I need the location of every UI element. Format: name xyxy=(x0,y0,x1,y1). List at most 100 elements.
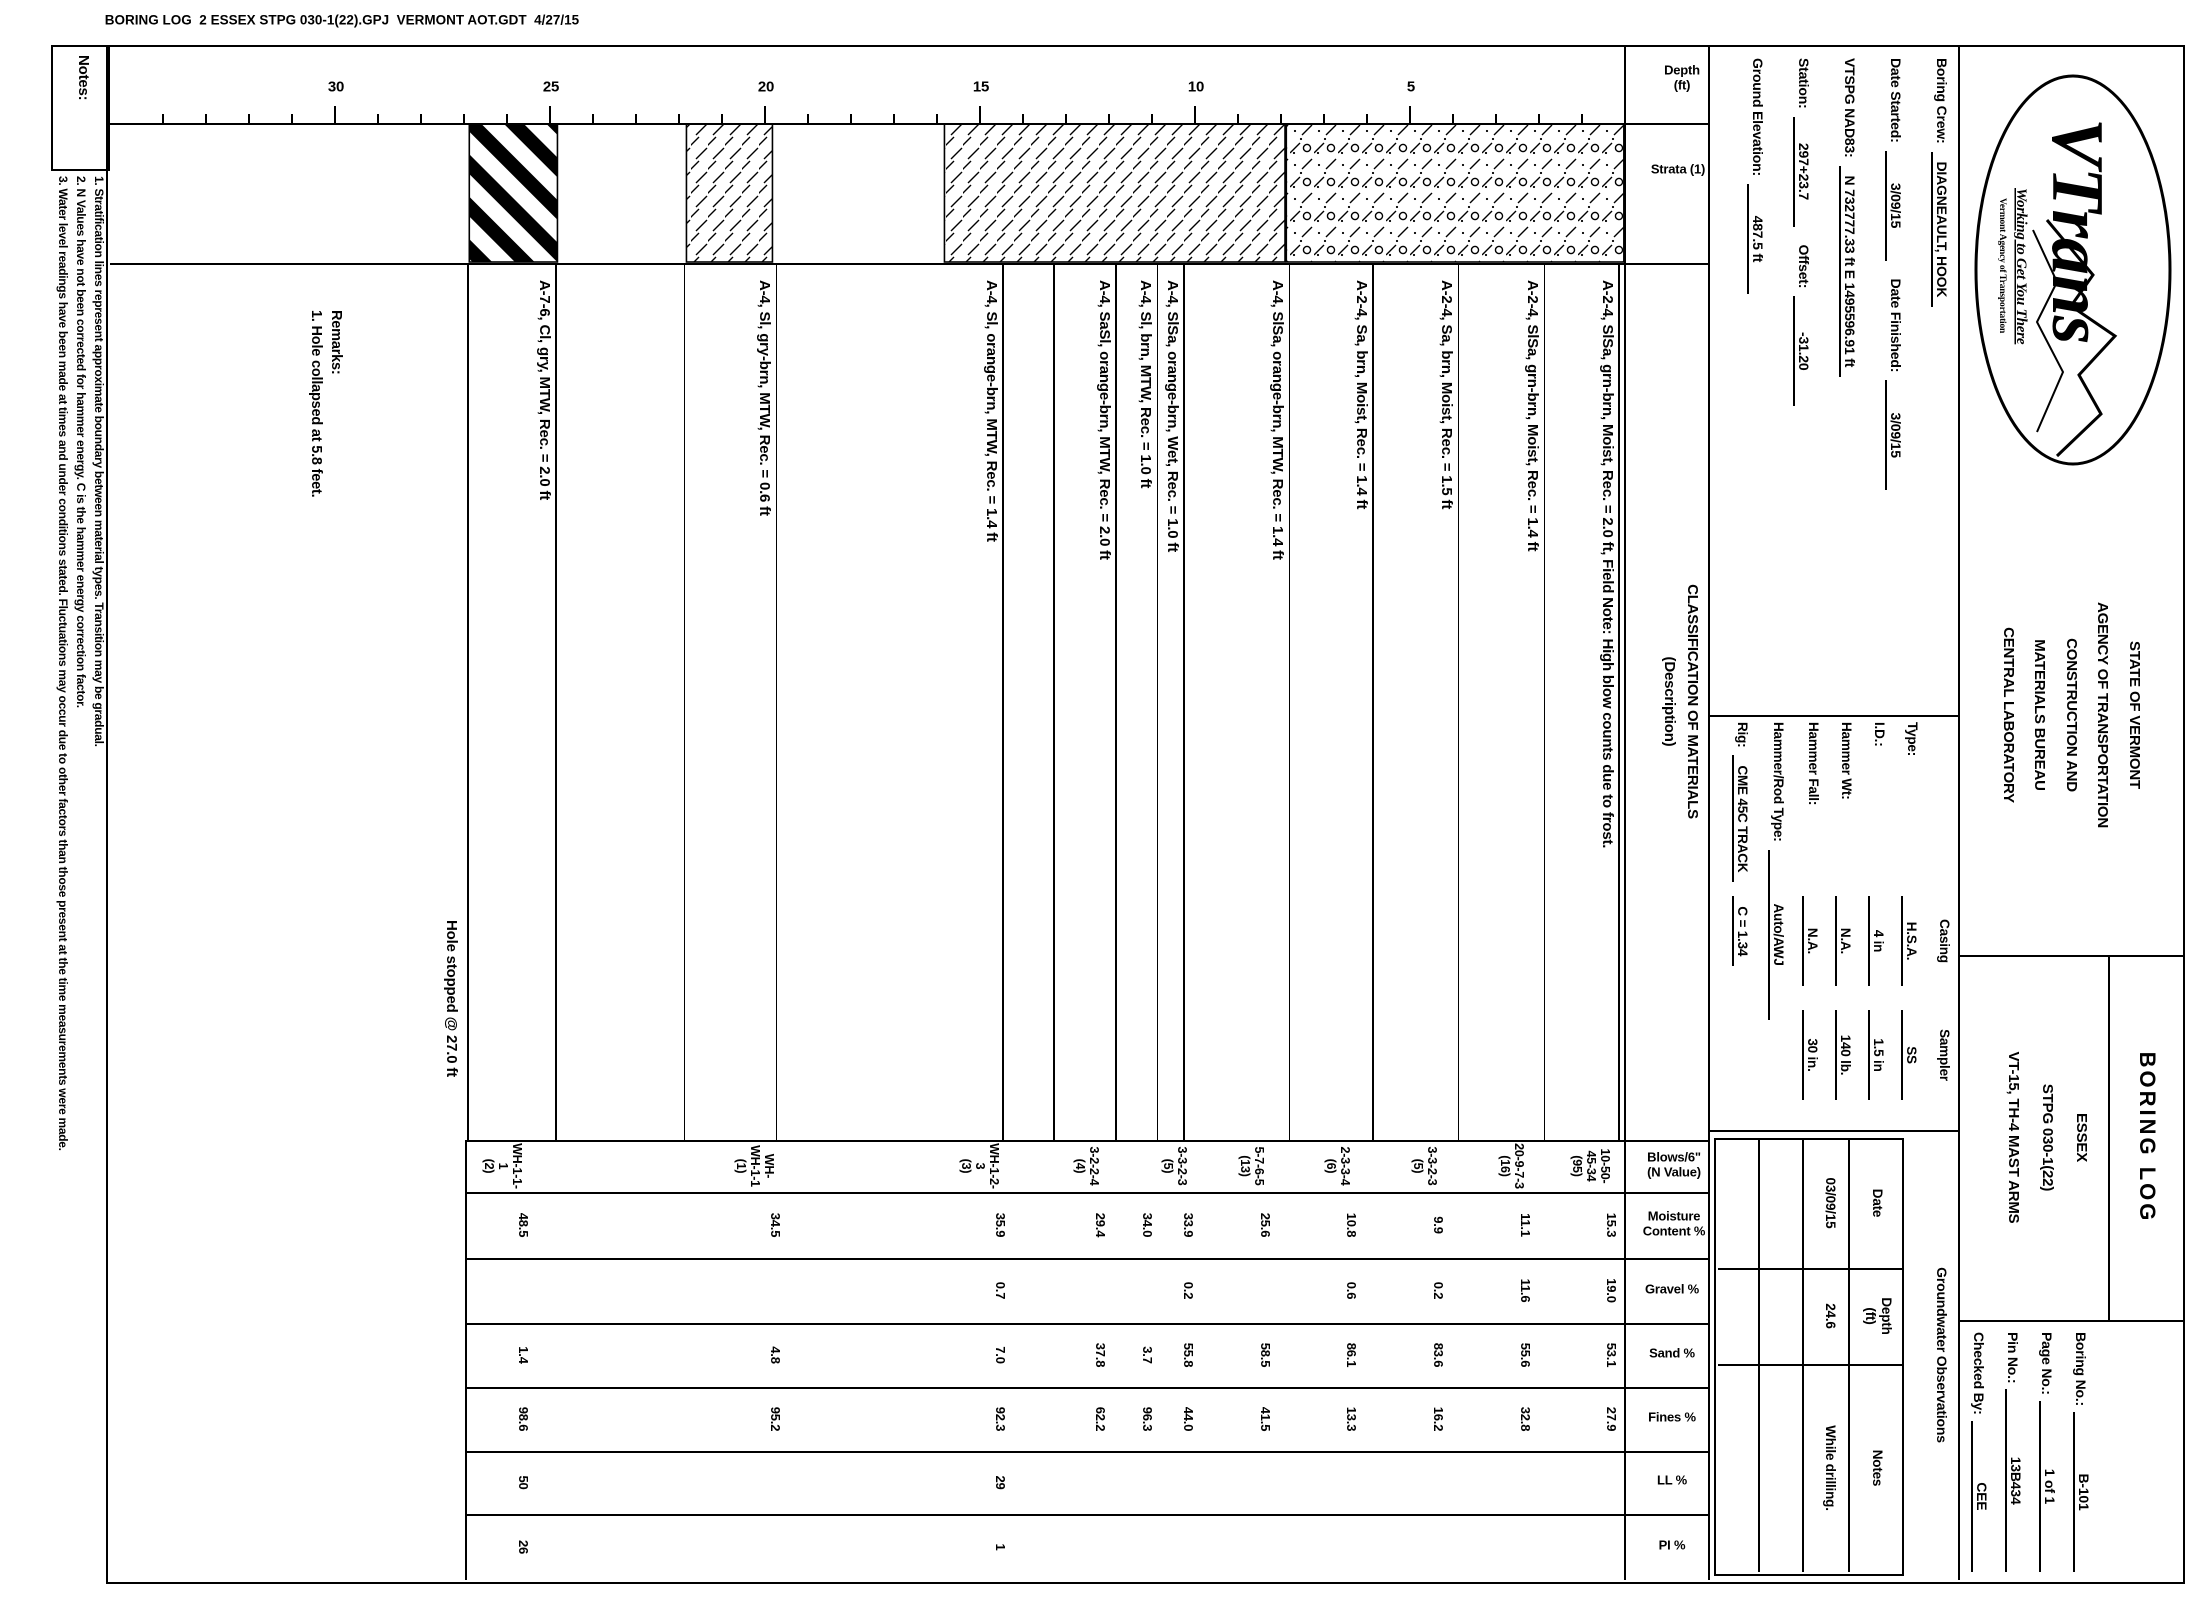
note-item: 1. Stratification lines represent approx… xyxy=(92,176,106,747)
sampler-value: 140 lb. xyxy=(1835,1002,1854,1108)
info-value: 297+23.7 xyxy=(1793,116,1812,227)
depth-minor-tick xyxy=(850,114,852,123)
sand-value: 55.6 xyxy=(1517,1342,1533,1368)
agency-line: MATERIALS BUREAU xyxy=(2031,639,2049,791)
depth-tick-label: 5 xyxy=(1406,78,1416,96)
logo-brand: VTrans xyxy=(2036,118,2118,344)
moisture-value: 15.3 xyxy=(1603,1212,1619,1238)
file-caption: BORING LOG 2 ESSEX STPG 030-1(22).GPJ VE… xyxy=(104,12,580,28)
sand-value: 58.5 xyxy=(1258,1342,1274,1368)
casing-row-label: Hammer Wt: xyxy=(1839,722,1854,800)
id-field-row: Checked By: CEE xyxy=(1971,1332,1990,1572)
casing-value: N.A. xyxy=(1835,890,1854,992)
info-line: Date Started: 3/09/15 Date Finished: 3/09/1… xyxy=(1885,58,1904,508)
pi-value: 26 xyxy=(515,1539,531,1555)
logo-subtext: Vermont Agency of Transportation xyxy=(1997,198,2007,334)
hammer-rod-row: Hammer/Rod Type: Auto/AWJ xyxy=(1768,722,1786,1020)
moisture-value: 11.1 xyxy=(1517,1213,1533,1237)
sand-value: 7.0 xyxy=(993,1346,1009,1364)
col-header-strata: Strata (1) xyxy=(1650,161,1706,177)
depth-minor-tick xyxy=(807,114,809,123)
casing-value-text: 4 in xyxy=(1868,896,1886,986)
id-field-value: CEE xyxy=(1971,1420,1990,1572)
sampler-value-text: 1.5 in xyxy=(1868,1010,1886,1100)
pi-value: 1 xyxy=(993,1543,1009,1551)
gravel-value: 0.6 xyxy=(1344,1281,1360,1300)
blows-value: 2-3-3-4 (6) xyxy=(1324,1146,1353,1186)
remarks-label: Remarks: xyxy=(328,310,344,375)
depth-minor-tick xyxy=(420,114,422,123)
divider xyxy=(1758,1138,1760,1572)
id-field-label: Checked By: xyxy=(1971,1332,1987,1415)
fines-value: 62.2 xyxy=(1092,1406,1108,1432)
description-row-line xyxy=(683,263,686,1140)
depth-minor-tick xyxy=(1538,114,1540,123)
groundwater-col-header: Depth (ft) xyxy=(1863,1297,1894,1335)
project-line: VT-15, TH-4 MAST ARMS xyxy=(2005,1051,2023,1224)
sand-value: 3.7 xyxy=(1139,1346,1155,1364)
casing-value-text: H.S.A. xyxy=(1901,896,1919,986)
note-item: 2. N Values have not been corrected for … xyxy=(74,176,88,708)
notes-label: Notes: xyxy=(75,55,92,101)
id-field-value: 13B434 xyxy=(2005,1389,2024,1572)
info-line: Ground Elevation: 487.5 ft xyxy=(1747,58,1766,312)
description-text: A-4, SlSa, orange-brn, MTW, Rec. = 1.4 f… xyxy=(1269,280,1287,560)
description-text: A-4, SaSl, orange-brn, MTW, Rec. = 2.0 f… xyxy=(1095,280,1113,560)
logo-tagline: Working to Get You There xyxy=(2013,188,2029,345)
blows-value: 5-7-6-5 (13) xyxy=(1238,1146,1267,1186)
info-label: Boring Crew: xyxy=(1934,58,1950,144)
description-row-line xyxy=(1002,263,1004,1140)
col-header-ll: LL % xyxy=(1656,1472,1688,1488)
depth-major-tick xyxy=(334,106,336,123)
description-row-line xyxy=(467,263,469,1140)
moisture-value: 29.4 xyxy=(1092,1212,1108,1238)
blows-value: 20-9-7-3 (16) xyxy=(1497,1143,1526,1189)
info-line: Boring Crew: DIAGNEAULT, HOOK xyxy=(1931,58,1950,325)
depth-minor-tick xyxy=(162,114,164,123)
hammer-rod-label: Hammer/Rod Type: xyxy=(1771,722,1786,842)
agency-line: STATE OF VERMONT xyxy=(2126,641,2143,789)
sampler-value-text: 140 lb. xyxy=(1835,1010,1853,1100)
blows-value: 3-3-2-3 (5) xyxy=(1161,1146,1190,1186)
info-value: -31.20 xyxy=(1793,296,1812,407)
agency-block: STATE OF VERMONT AGENCY OF TRANSPORTATION… xyxy=(1993,480,2151,950)
info-value: N 732777.33 ft E 1495596.91 ft xyxy=(1839,165,1858,378)
depth-tick-label: 15 xyxy=(972,78,990,96)
description-row-line xyxy=(775,263,778,1140)
depth-minor-tick xyxy=(1452,114,1454,123)
depth-minor-tick xyxy=(1495,114,1497,123)
blows-value: WH-1-2- 3 (3) xyxy=(959,1143,1002,1189)
info-value: DIAGNEAULT, HOOK xyxy=(1931,151,1950,308)
fines-value: 44.0 xyxy=(1181,1406,1197,1432)
depth-tick-label: 30 xyxy=(327,78,345,96)
blows-value: 10-50- 45-34 (95) xyxy=(1569,1148,1612,1184)
col-header-pi: PI % xyxy=(1658,1537,1686,1553)
notes-box: Notes: xyxy=(51,45,110,171)
groundwater-title: Groundwater Observations xyxy=(1934,1267,1950,1443)
vtrans-logo: VTrans Working to Get You There Vermont … xyxy=(1970,70,2175,470)
id-field-value: B-101 xyxy=(2073,1412,2092,1572)
col-header-fines: Fines % xyxy=(1648,1409,1696,1425)
gravel-value: 0.2 xyxy=(1430,1281,1446,1300)
description-text: A-2-4, Sa, brn, Moist, Rec. = 1.4 ft xyxy=(1353,280,1371,510)
fines-value: 92.3 xyxy=(993,1406,1009,1432)
depth-minor-tick xyxy=(1366,114,1368,123)
fines-value: 95.2 xyxy=(768,1406,784,1432)
description-row-line xyxy=(1457,263,1460,1140)
blows-value: WH- WH-1-1 (1) xyxy=(734,1145,777,1187)
depth-minor-tick xyxy=(1065,114,1067,123)
depth-minor-tick xyxy=(291,114,293,123)
id-field-row: Pin No.: 13B434 xyxy=(2005,1332,2024,1572)
sand-value: 55.8 xyxy=(1181,1342,1197,1368)
col-header-gravel: Gravel % xyxy=(1644,1281,1700,1297)
col-header-moisture: Moisture Content % xyxy=(1642,1208,1706,1238)
divider xyxy=(1958,45,1960,1580)
fines-value: 16.2 xyxy=(1430,1406,1446,1432)
divider xyxy=(1710,715,1960,717)
depth-major-tick xyxy=(1409,106,1411,123)
casing-value: H.S.A. xyxy=(1901,890,1920,992)
blows-value: 3-2-2-4 (4) xyxy=(1072,1146,1101,1186)
depth-minor-tick xyxy=(635,114,637,123)
gravel-value: 0.2 xyxy=(1181,1281,1197,1300)
casing-col-header: Casing xyxy=(1937,919,1952,963)
